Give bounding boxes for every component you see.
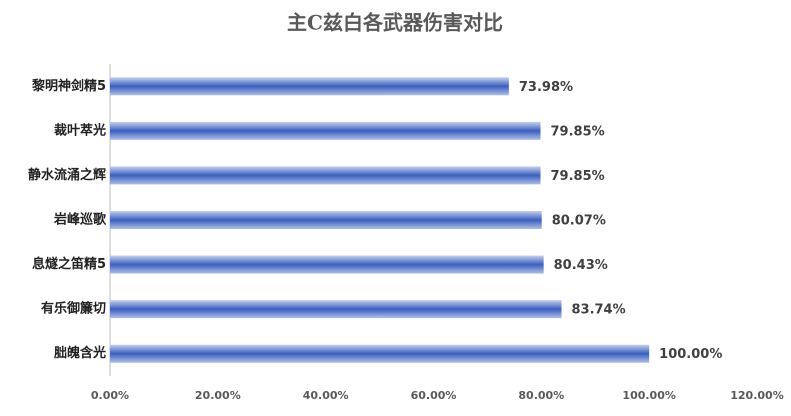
y-tick-label: 静水流涌之辉 [28, 167, 106, 183]
x-tick-label: 40.00% [303, 389, 349, 402]
bar [110, 344, 650, 363]
x-tick-label: 60.00% [411, 389, 457, 402]
y-tick-label: 有乐御簾切 [41, 301, 106, 317]
x-tick-label: 80.00% [518, 389, 564, 402]
bar [110, 211, 542, 229]
bar [110, 166, 541, 185]
data-label: 79.85% [551, 169, 605, 184]
y-tick-label: 裁叶萃光 [54, 122, 106, 138]
bar [110, 255, 544, 274]
bar [110, 121, 541, 140]
y-tick-label: 息燧之笛精5 [32, 256, 106, 272]
y-tick-label: 岩峰巡歌 [53, 212, 107, 228]
y-tick-label: 胐魄含光 [54, 345, 106, 361]
bar [110, 77, 509, 96]
x-tick-label: 120.00% [730, 389, 783, 402]
bar [110, 300, 562, 319]
data-label: 80.43% [554, 258, 608, 273]
x-tick-label: 100.00% [622, 389, 675, 402]
data-label: 73.98% [519, 80, 573, 95]
data-label: 80.07% [552, 214, 606, 229]
data-label: 100.00% [659, 347, 722, 362]
chart-title: 主C兹白各武器伤害对比 [287, 11, 503, 35]
x-tick-label: 20.00% [195, 389, 241, 402]
x-tick-label: 0.00% [91, 389, 129, 402]
data-label: 79.85% [551, 124, 605, 139]
data-label: 83.74% [571, 303, 625, 318]
y-tick-label: 黎明神剑精5 [32, 78, 106, 94]
